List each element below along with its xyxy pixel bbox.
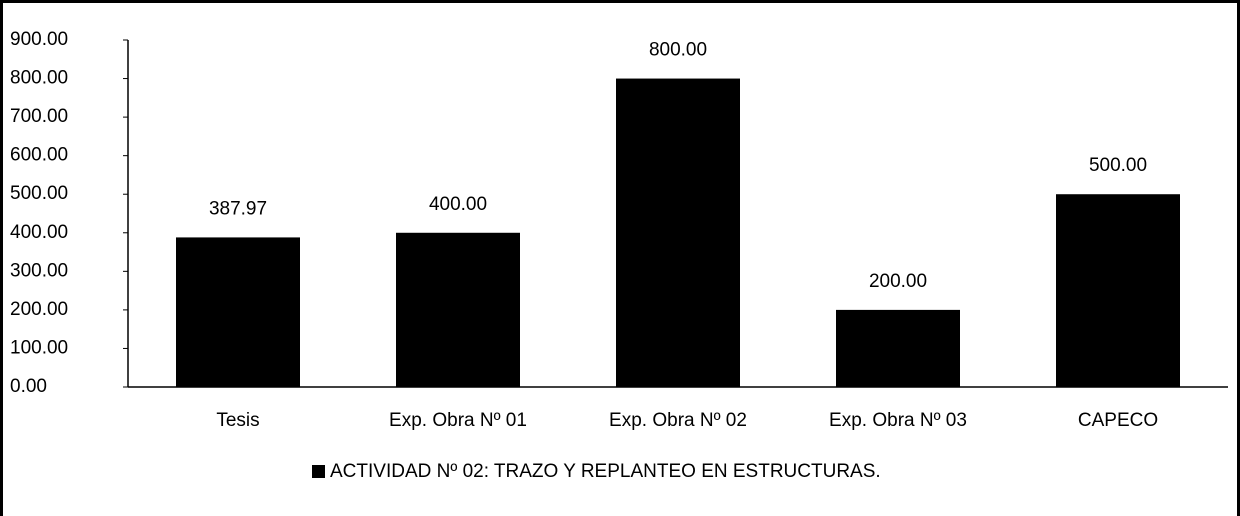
bar: [836, 309, 960, 387]
legend-swatch: [312, 465, 325, 478]
y-tick-label: 100.00: [10, 337, 68, 358]
y-tick-label: 700.00: [10, 106, 68, 127]
bar: [616, 78, 740, 388]
y-tick-label: 300.00: [10, 260, 68, 281]
x-tick-label: Exp. Obra Nº 02: [609, 410, 747, 431]
data-label: 387.97: [209, 198, 267, 219]
y-tick-label: 200.00: [10, 299, 68, 320]
y-tick-label: 0.00: [10, 376, 47, 397]
x-tick-label: Exp. Obra Nº 01: [389, 410, 527, 431]
legend-label: ACTIVIDAD Nº 02: TRAZO Y REPLANTEO EN ES…: [330, 461, 881, 482]
data-label: 500.00: [1089, 155, 1147, 176]
y-tick-label: 500.00: [10, 183, 68, 204]
data-label: 800.00: [649, 40, 707, 61]
x-tick-label: Exp. Obra Nº 03: [829, 410, 967, 431]
bar: [176, 237, 300, 387]
data-label: 400.00: [429, 194, 487, 215]
data-label: 200.00: [869, 271, 927, 292]
y-tick-label: 800.00: [10, 68, 68, 89]
x-tick-label: Tesis: [216, 410, 259, 431]
bar: [396, 232, 520, 387]
y-tick-label: 600.00: [10, 145, 68, 166]
y-tick-label: 900.00: [10, 29, 68, 50]
x-tick-label: CAPECO: [1078, 410, 1158, 431]
bar: [1056, 194, 1180, 387]
y-tick-label: 400.00: [10, 222, 68, 243]
